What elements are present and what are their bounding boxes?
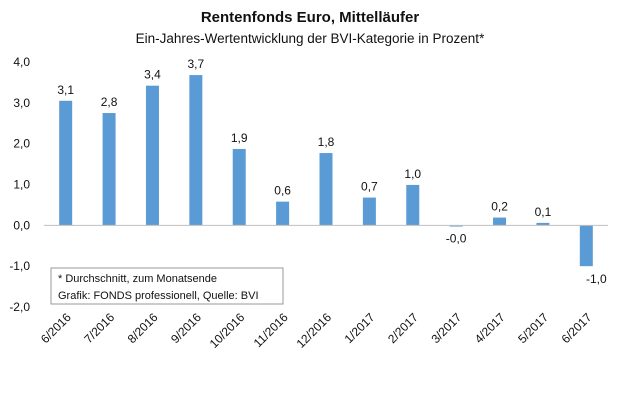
data-label: 0,1 xyxy=(535,205,552,219)
x-tick-label: 2/2017 xyxy=(385,310,421,346)
x-axis: 6/2016 7/2016 8/2016 9/2016 10/2016 11/2016 12… xyxy=(38,310,595,351)
y-tick-label: 4,0 xyxy=(13,55,30,69)
bar xyxy=(232,148,246,226)
x-tick-label: 11/2016 xyxy=(251,310,291,350)
bar xyxy=(406,184,420,226)
data-label: 3,7 xyxy=(188,57,205,71)
data-label: 0,2 xyxy=(491,200,508,214)
bar xyxy=(276,201,290,226)
x-tick-label: 9/2016 xyxy=(168,310,204,346)
bar xyxy=(579,225,593,267)
bar xyxy=(362,197,376,226)
bar xyxy=(493,217,507,226)
data-label: 0,6 xyxy=(274,184,291,198)
x-tick-label: 7/2016 xyxy=(81,310,117,346)
y-axis: 4,0 3,0 2,0 1,0 0,0 -1,0 -2,0 xyxy=(9,55,30,314)
x-tick-label: 5/2017 xyxy=(515,310,551,346)
data-label: -1,0 xyxy=(586,272,607,286)
chart-title: Rentenfonds Euro, Mittelläufer xyxy=(201,9,420,26)
source-text: Grafik: FONDS professionell, Quelle: BVI xyxy=(58,290,259,302)
data-label: 3,4 xyxy=(144,68,161,82)
bar xyxy=(189,75,203,226)
bar xyxy=(449,225,463,227)
data-label: -0,0 xyxy=(446,231,467,245)
bar xyxy=(319,153,333,226)
x-tick-label: 3/2017 xyxy=(428,310,464,346)
y-tick-label: 2,0 xyxy=(13,137,30,151)
footnote-text: * Durchschnitt, zum Monatsende xyxy=(58,273,217,285)
data-label: 1,9 xyxy=(231,131,248,145)
x-tick-label: 1/2017 xyxy=(342,310,378,346)
x-tick-label: 12/2016 xyxy=(294,310,335,351)
y-tick-label: 0,0 xyxy=(13,218,30,232)
y-tick-label: -2,0 xyxy=(9,300,30,314)
x-tick-label: 6/2016 xyxy=(38,310,74,346)
y-tick-label: 1,0 xyxy=(13,178,30,192)
data-label: 1,0 xyxy=(404,167,421,181)
bar-series xyxy=(59,75,593,267)
x-tick-label: 10/2016 xyxy=(207,310,248,351)
y-tick-label: -1,0 xyxy=(9,259,30,273)
source-note: * Durchschnitt, zum Monatsende Grafik: F… xyxy=(50,267,284,305)
data-label: 2,8 xyxy=(101,95,118,109)
bar xyxy=(145,85,159,226)
chart-subtitle: Ein-Jahres-Wertentwicklung der BVI-Kateg… xyxy=(136,31,485,46)
bar xyxy=(59,100,73,226)
data-label: 0,7 xyxy=(361,180,378,194)
data-labels: 3,1 2,8 3,4 3,7 1,9 0,6 1,8 0,7 1,0 -0,0 0,2 0,1 -1,… xyxy=(57,57,607,286)
x-tick-label: 6/2017 xyxy=(559,310,595,346)
y-tick-label: 3,0 xyxy=(13,96,30,110)
x-tick-label: 8/2016 xyxy=(125,310,161,346)
x-tick-label: 4/2017 xyxy=(472,310,508,346)
data-label: 3,1 xyxy=(57,83,74,97)
bar xyxy=(102,113,116,226)
data-label: 1,8 xyxy=(318,135,335,149)
bar xyxy=(536,222,550,226)
source-note-box xyxy=(50,267,284,305)
